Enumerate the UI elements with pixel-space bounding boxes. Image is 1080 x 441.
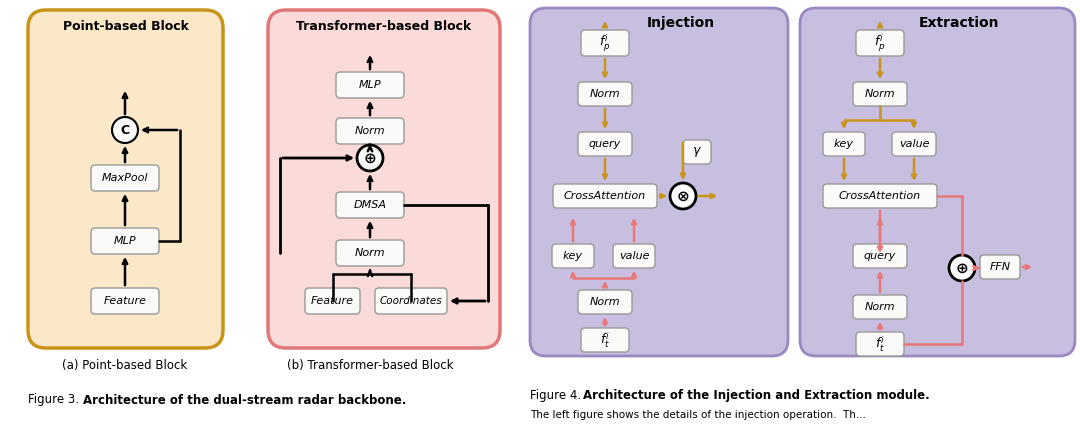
- Text: MaxPool: MaxPool: [102, 173, 148, 183]
- FancyBboxPatch shape: [91, 228, 159, 254]
- FancyBboxPatch shape: [856, 332, 904, 356]
- Text: FFN: FFN: [989, 262, 1011, 272]
- FancyBboxPatch shape: [268, 10, 500, 348]
- Text: Extraction: Extraction: [919, 16, 1000, 30]
- Text: Injection: Injection: [647, 16, 715, 30]
- Text: Architecture of the dual-stream radar backbone.: Architecture of the dual-stream radar ba…: [83, 393, 406, 407]
- Text: Feature: Feature: [311, 296, 354, 306]
- Text: key: key: [834, 139, 854, 149]
- FancyBboxPatch shape: [336, 118, 404, 144]
- Text: (a) Point-based Block: (a) Point-based Block: [63, 359, 188, 371]
- FancyBboxPatch shape: [375, 288, 447, 314]
- Text: query: query: [864, 251, 896, 261]
- Text: Architecture of the Injection and Extraction module.: Architecture of the Injection and Extrac…: [583, 389, 930, 401]
- Text: Norm: Norm: [354, 248, 386, 258]
- FancyBboxPatch shape: [823, 132, 865, 156]
- Circle shape: [112, 117, 138, 143]
- Text: Norm: Norm: [354, 126, 386, 136]
- Text: Transformer-based Block: Transformer-based Block: [296, 19, 472, 33]
- FancyBboxPatch shape: [892, 132, 936, 156]
- FancyBboxPatch shape: [336, 192, 404, 218]
- FancyBboxPatch shape: [613, 244, 654, 268]
- FancyBboxPatch shape: [578, 132, 632, 156]
- Circle shape: [670, 183, 696, 209]
- Text: $f_t^i$: $f_t^i$: [875, 334, 885, 354]
- Text: DMSA: DMSA: [353, 200, 387, 210]
- Text: ⊕: ⊕: [956, 261, 969, 276]
- FancyBboxPatch shape: [856, 30, 904, 56]
- Text: $f_p^i$: $f_p^i$: [599, 32, 611, 54]
- FancyBboxPatch shape: [853, 295, 907, 319]
- Circle shape: [357, 145, 383, 171]
- Text: MLP: MLP: [359, 80, 381, 90]
- Text: ⊕: ⊕: [364, 150, 376, 165]
- Text: Norm: Norm: [590, 89, 620, 99]
- Text: CrossAttention: CrossAttention: [564, 191, 646, 201]
- Text: value: value: [899, 139, 929, 149]
- Text: Norm: Norm: [865, 302, 895, 312]
- FancyBboxPatch shape: [336, 240, 404, 266]
- FancyBboxPatch shape: [853, 82, 907, 106]
- Text: key: key: [563, 251, 583, 261]
- Text: Norm: Norm: [865, 89, 895, 99]
- Text: value: value: [619, 251, 649, 261]
- Text: Norm: Norm: [590, 297, 620, 307]
- FancyBboxPatch shape: [91, 288, 159, 314]
- FancyBboxPatch shape: [578, 82, 632, 106]
- FancyBboxPatch shape: [683, 140, 711, 164]
- Text: $f_p^i$: $f_p^i$: [874, 32, 886, 54]
- Text: Point-based Block: Point-based Block: [63, 19, 188, 33]
- FancyBboxPatch shape: [91, 165, 159, 191]
- Text: Coordinates: Coordinates: [380, 296, 443, 306]
- Text: (b) Transformer-based Block: (b) Transformer-based Block: [287, 359, 454, 371]
- FancyBboxPatch shape: [823, 184, 937, 208]
- Text: The left figure shows the details of the injection operation.  Th...: The left figure shows the details of the…: [530, 410, 866, 420]
- Text: query: query: [589, 139, 621, 149]
- FancyBboxPatch shape: [853, 244, 907, 268]
- Text: $\gamma$: $\gamma$: [692, 145, 702, 159]
- FancyBboxPatch shape: [581, 30, 629, 56]
- Text: ⊗: ⊗: [677, 188, 689, 203]
- Text: $f_t^i$: $f_t^i$: [600, 330, 610, 350]
- FancyBboxPatch shape: [28, 10, 222, 348]
- Text: Feature: Feature: [104, 296, 147, 306]
- Circle shape: [949, 255, 975, 281]
- FancyBboxPatch shape: [305, 288, 360, 314]
- FancyBboxPatch shape: [552, 244, 594, 268]
- Text: Figure 3.: Figure 3.: [28, 393, 79, 407]
- Text: MLP: MLP: [113, 236, 136, 246]
- Text: C: C: [121, 123, 130, 137]
- Text: CrossAttention: CrossAttention: [839, 191, 921, 201]
- FancyBboxPatch shape: [578, 290, 632, 314]
- FancyBboxPatch shape: [581, 328, 629, 352]
- Text: Figure 4.: Figure 4.: [530, 389, 581, 401]
- FancyBboxPatch shape: [553, 184, 657, 208]
- FancyBboxPatch shape: [800, 8, 1075, 356]
- FancyBboxPatch shape: [336, 72, 404, 98]
- FancyBboxPatch shape: [530, 8, 788, 356]
- FancyBboxPatch shape: [980, 255, 1020, 279]
